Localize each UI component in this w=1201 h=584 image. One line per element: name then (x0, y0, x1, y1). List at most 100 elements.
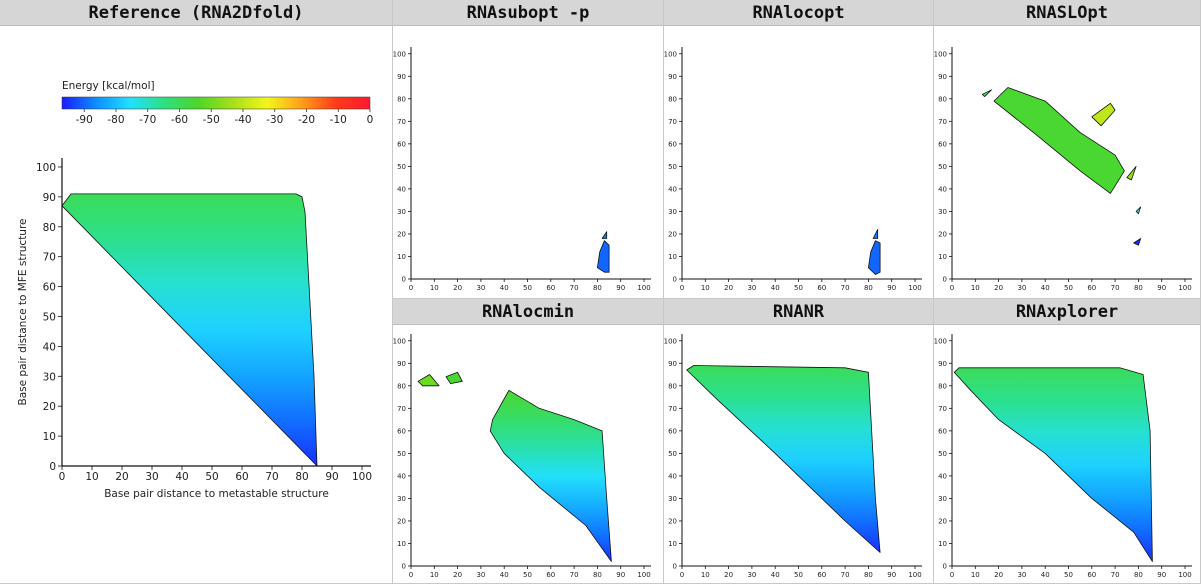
xplorer-chart: 0 10 20 30 40 50 60 70 80 90 100 0 10 20 30 40 50 60 70 80 9… (934, 334, 1192, 579)
x-tick-label: 10 (430, 571, 439, 579)
x-tick-label: 30 (747, 284, 756, 292)
panel-xplorer: RNAxplorer 0 10 20 30 40 50 60 70 80 90 100 0 10 20 30… (934, 299, 1201, 584)
y-tick-label: 20 (668, 230, 677, 238)
y-tick-label: 80 (397, 95, 406, 103)
colorbar-tick-label: -70 (139, 114, 156, 126)
x-tick-label: 90 (325, 471, 338, 483)
nr-chart: 0 10 20 30 40 50 60 70 80 90 100 0 10 20 30 40 50 60 70 80 9… (664, 334, 922, 579)
y-tick-label: 90 (43, 192, 56, 204)
energy-region (953, 367, 1153, 562)
colorbar-tick-label: -20 (298, 114, 315, 126)
energy-region (686, 365, 881, 553)
x-tick-label: 10 (701, 284, 710, 292)
x-tick-label: 60 (1087, 571, 1096, 579)
energy-region (601, 231, 608, 239)
energy-region (1133, 238, 1142, 246)
x-tick-label: 80 (864, 284, 873, 292)
x-tick-label: 40 (1041, 284, 1050, 292)
y-tick-label: 0 (673, 563, 677, 571)
y-tick-label: 70 (938, 118, 947, 126)
panel-subopt: RNAsubopt -p 0 10 20 30 40 50 60 70 80 90 100 0 10 20… (393, 0, 664, 299)
y-tick-label: 40 (397, 185, 406, 193)
y-tick-label: 40 (668, 472, 677, 480)
energy-region (445, 371, 463, 384)
panel-title: RNANR (664, 299, 933, 325)
x-tick-label: 80 (295, 471, 308, 483)
x-tick-label: 0 (950, 571, 954, 579)
x-tick-label: 80 (1134, 571, 1143, 579)
colorbar-tick-label: -30 (266, 114, 283, 126)
locmin-chart: 0 10 20 30 40 50 60 70 80 90 100 0 10 20 30 40 50 60 70 80 9… (393, 334, 651, 579)
x-tick-label: 10 (701, 571, 710, 579)
y-tick-label: 50 (938, 450, 947, 458)
x-tick-label: 100 (637, 284, 650, 292)
colorbar-tick-label: -10 (330, 114, 347, 126)
panel-title: RNAsubopt -p (393, 0, 663, 26)
y-tick-label: 80 (668, 95, 677, 103)
y-tick-label: 0 (943, 563, 947, 571)
y-tick-label: 90 (668, 360, 677, 368)
y-tick-label: 40 (43, 341, 56, 353)
y-tick-label: 10 (668, 540, 677, 548)
x-tick-label: 50 (523, 284, 532, 292)
y-tick-label: 0 (673, 276, 677, 284)
y-tick-label: 60 (668, 427, 677, 435)
x-tick-label: 40 (771, 284, 780, 292)
energy-region (993, 87, 1125, 194)
locopt-chart: 0 10 20 30 40 50 60 70 80 90 100 0 10 20 30 40 50 60 70 80 9… (664, 47, 922, 292)
y-tick-label: 0 (49, 461, 56, 473)
x-tick-label: 30 (476, 284, 485, 292)
x-tick-label: 0 (59, 471, 66, 483)
x-tick-label: 80 (593, 571, 602, 579)
x-tick-label: 20 (994, 284, 1003, 292)
y-axis-label: Base pair distance to MFE structure (17, 218, 29, 405)
y-tick-label: 0 (943, 276, 947, 284)
x-tick-label: 80 (864, 571, 873, 579)
colorbar (61, 96, 371, 110)
x-tick-label: 30 (1017, 284, 1026, 292)
y-tick-label: 30 (397, 495, 406, 503)
panel-title: Reference (RNA2Dfold) (0, 0, 392, 26)
x-tick-label: 20 (453, 284, 462, 292)
x-tick-label: 60 (817, 284, 826, 292)
x-tick-label: 60 (817, 571, 826, 579)
x-tick-label: 0 (409, 571, 413, 579)
panel-title: RNAlocopt (664, 0, 933, 26)
x-tick-label: 100 (908, 284, 921, 292)
subopt-chart: 0 10 20 30 40 50 60 70 80 90 100 0 10 20 30 40 50 60 70 80 9… (393, 47, 651, 292)
energy-region (61, 193, 318, 467)
colorbar-tick-label: -60 (171, 114, 188, 126)
x-tick-label: 30 (747, 571, 756, 579)
colorbar-tick-label: 0 (367, 114, 374, 126)
x-tick-label: 20 (115, 471, 128, 483)
y-tick-label: 60 (668, 140, 677, 148)
panel-title: RNAxplorer (934, 299, 1200, 325)
x-tick-label: 70 (265, 471, 278, 483)
energy-region (489, 389, 612, 562)
x-tick-label: 50 (205, 471, 218, 483)
colorbar-tick-label: -50 (203, 114, 220, 126)
x-tick-label: 10 (430, 284, 439, 292)
x-tick-label: 90 (887, 571, 896, 579)
y-tick-label: 70 (668, 118, 677, 126)
x-tick-label: 50 (523, 571, 532, 579)
colorbar-label: Energy [kcal/mol] (62, 80, 155, 92)
x-tick-label: 100 (1178, 284, 1191, 292)
y-tick-label: 70 (938, 405, 947, 413)
x-tick-label: 70 (841, 571, 850, 579)
x-axis-label: Base pair distance to metastable structu… (104, 488, 329, 500)
y-tick-label: 20 (938, 230, 947, 238)
y-tick-label: 80 (668, 382, 677, 390)
y-tick-label: 60 (397, 140, 406, 148)
panel-slopt: RNASLOpt 0 10 20 30 40 50 60 70 80 90 100 0 10 20 30 40… (934, 0, 1201, 299)
y-tick-label: 10 (397, 540, 406, 548)
slopt-chart: 0 10 20 30 40 50 60 70 80 90 100 0 10 20 30 40 50 60 70 80 9… (934, 47, 1192, 292)
y-tick-label: 70 (43, 252, 56, 264)
energy-region (596, 240, 610, 273)
colorbar-tick-label: -90 (76, 114, 93, 126)
x-tick-label: 90 (616, 571, 625, 579)
y-tick-label: 80 (938, 382, 947, 390)
y-tick-label: 0 (402, 276, 406, 284)
x-tick-label: 100 (908, 571, 921, 579)
x-tick-label: 70 (570, 284, 579, 292)
